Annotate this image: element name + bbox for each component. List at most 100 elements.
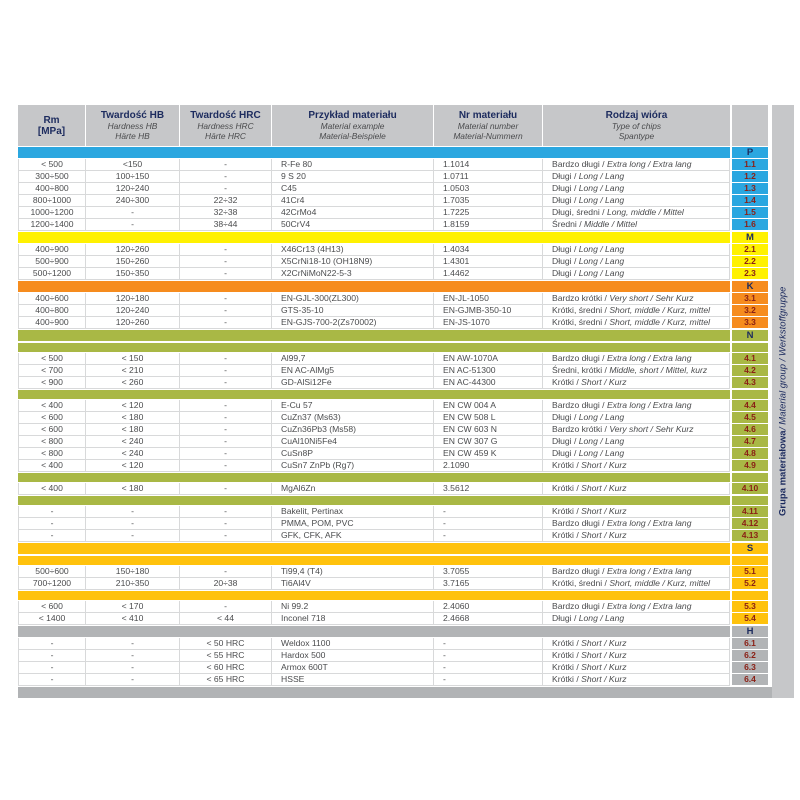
cell-chips: Krótki, średni / Short, middle / Kurz, m… (543, 317, 730, 328)
cell-example: X46Cr13 (4H13) (272, 244, 434, 255)
cell-number: - (434, 506, 543, 517)
divider-gap (730, 496, 732, 505)
cell-chips: Krótki / Short / Kurz (543, 506, 730, 517)
cell-chips: Krótki / Short / Kurz (543, 674, 730, 685)
cell-example: CuAl10Ni5Fe4 (272, 436, 434, 447)
section-band-fill (18, 232, 730, 243)
cell-number: EN AC-51300 (434, 365, 543, 376)
table-row: < 600 < 170- Ni 99.2 2.4060 Bardzo długi / E… (18, 601, 768, 613)
cell-hb: 100÷150 (86, 171, 180, 182)
chips-polish: Bardzo długi / (552, 518, 607, 528)
column-header-line: Material-Beispiele (319, 131, 386, 141)
cell-number: - (434, 530, 543, 541)
section-band-fill (18, 330, 730, 341)
table-row: 400÷600 120÷180- EN-GJL-300(ZL300) EN-JL-10… (18, 293, 768, 305)
group-code-cell: 4.1 (732, 353, 768, 365)
cell-hb: 120÷260 (86, 244, 180, 255)
cell-chips: Długi / Long / Lang (543, 195, 730, 206)
cell-example: EN-GJS-700-2(Zs70002) (272, 317, 434, 328)
divider-group-cell (732, 390, 768, 399)
group-code-cell: 4.4 (732, 400, 768, 412)
table-row: < 500 <150- R-Fe 80 1.1014 Bardzo długi / Ex… (18, 159, 768, 171)
table-row-cells: - - < 55 HRC Hardox 500- Krótki / Short / Ku… (18, 650, 730, 662)
cell-hb: < 240 (86, 436, 180, 447)
table-row-cells: < 400 < 180- MgAl6Zn 3.5612 Krótki / Short /… (18, 483, 730, 495)
cell-number: EN CW 459 K (434, 448, 543, 459)
cell-example: Ni 99.2 (272, 601, 434, 612)
section-band-fill (18, 147, 730, 158)
cell-chips: Krótki, średni / Short, middle / Kurz, m… (543, 578, 730, 589)
row-gap (730, 377, 732, 389)
cell-hb: < 240 (86, 448, 180, 459)
row-gap (730, 305, 732, 317)
chips-translated: Short / Kurz (581, 460, 627, 470)
row-gap (730, 448, 732, 460)
cell-hrc: - (180, 436, 272, 447)
cell-chips: Bardzo długi / Extra long / Extra lang (543, 159, 730, 170)
table-row-cells: 400÷900 120÷260- EN-GJS-700-2(Zs70002) EN-J… (18, 317, 730, 329)
cell-example: 9 S 20 (272, 171, 434, 182)
section-divider (18, 472, 768, 483)
group-code-cell: 1.4 (732, 195, 768, 207)
row-gap (730, 530, 732, 542)
cell-rm: < 600 (18, 601, 86, 612)
cell-rm: 300÷500 (18, 171, 86, 182)
group-code-cell: 4.10 (732, 483, 768, 495)
cell-chips: Długi / Long / Lang (543, 183, 730, 194)
column-header-hrc: Twardość HRC Hardness HRC Härte HRC (180, 105, 272, 146)
column-header-line: Härte HRC (205, 131, 246, 141)
chips-polish: Długi / (552, 436, 579, 446)
table-row: - - - PMMA, POM, PVC - Bardzo długi / Extra l… (18, 518, 768, 530)
material-group-bar: Grupa materiałowa / Material group / Wer… (772, 105, 794, 698)
table-header-columns: Rm [MPa] Twardość HB Hardness HB Härte HB Twa… (18, 105, 730, 146)
column-header-line: Type of chips (611, 121, 662, 131)
chips-polish: Krótki / (552, 530, 582, 540)
chips-translated: Short, middle / Kurz, mittel (609, 578, 711, 588)
group-code-cell: 1.5 (732, 207, 768, 219)
divider-fill (18, 556, 730, 565)
group-code-cell: 5.2 (732, 578, 768, 590)
row-gap (730, 638, 732, 650)
cell-example: EN AC-AlMg5 (272, 365, 434, 376)
cell-chips: Krótki / Short / Kurz (543, 530, 730, 541)
cell-chips: Bardzo długi / Extra long / Extra lang (543, 566, 730, 577)
cell-example: X2CrNiMoN22-5-3 (272, 268, 434, 279)
cell-example: Inconel 718 (272, 613, 434, 624)
cell-number: 1.4462 (434, 268, 543, 279)
cell-hrc: - (180, 171, 272, 182)
table-row: < 400 < 180- MgAl6Zn 3.5612 Krótki / Short /… (18, 483, 768, 495)
table-row-cells: < 800 < 240- CuSn8P EN CW 459 K Długi / Long… (18, 448, 730, 460)
group-code-cell: 4.11 (732, 506, 768, 518)
column-header-number: Nr materiału Material number Material-Numm… (434, 105, 543, 146)
chips-polish: Długi / (552, 244, 579, 254)
cell-hb: < 170 (86, 601, 180, 612)
cell-number: 1.1014 (434, 159, 543, 170)
column-header-line: Härte HB (115, 131, 150, 141)
cell-number: - (434, 662, 543, 673)
cell-chips: Długi / Long / Lang (543, 256, 730, 267)
column-header-rm: Rm [MPa] (18, 105, 86, 146)
row-gap (730, 578, 732, 590)
row-gap (730, 424, 732, 436)
column-header-example: Przykład materiału Material example Materi… (272, 105, 434, 146)
group-code-cell: 5.3 (732, 601, 768, 613)
section-divider (18, 555, 768, 566)
catalog-table: Rm [MPa] Twardość HB Hardness HB Härte HB Twa… (18, 105, 794, 698)
group-code-cell: 3.3 (732, 317, 768, 329)
section-band-k: K (18, 280, 768, 293)
table-row-cells: 400÷900 120÷260- X46Cr13 (4H13) 1.4034 Długi… (18, 244, 730, 256)
group-code-cell: 1.6 (732, 219, 768, 231)
divider-group-cell (732, 591, 768, 600)
cell-number: 1.7225 (434, 207, 543, 218)
table-row-cells: < 600 < 180- CuZn36Pb3 (Ms58) EN CW 603 N Ba… (18, 424, 730, 436)
chips-translated: Long / Lang (578, 171, 625, 181)
cell-example: Hardox 500 (272, 650, 434, 661)
cell-example: Ti99,4 (T4) (272, 566, 434, 577)
table-row-cells: < 400 < 120- CuSn7 ZnPb (Rg7) 2.1090 Krótki … (18, 460, 730, 472)
cell-example: 42CrMo4 (272, 207, 434, 218)
section-letter-cell: N (732, 330, 768, 341)
cell-number: EN AW-1070A (434, 353, 543, 364)
divider-fill (18, 591, 730, 600)
table-row-cells: 500÷900 150÷260- X5CrNi18-10 (OH18N9) 1.430… (18, 256, 730, 268)
divider-group-cell (732, 473, 768, 482)
